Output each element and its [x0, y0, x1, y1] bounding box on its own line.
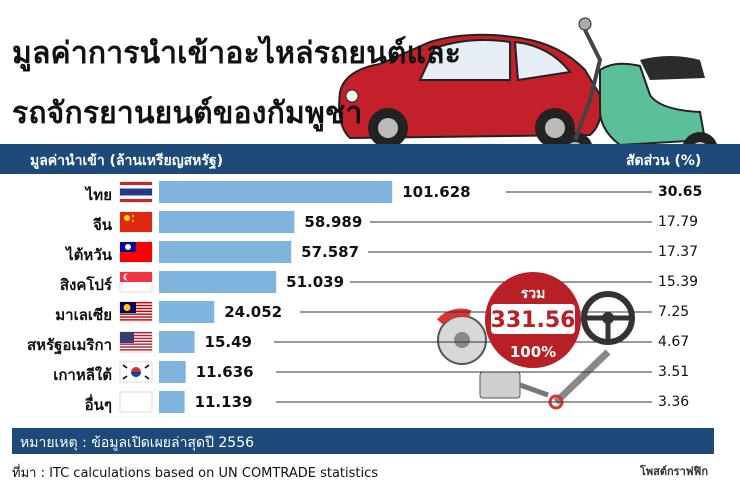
country-label-2: ไต้หวัน	[66, 246, 112, 264]
share-label-6: 3.51	[658, 364, 690, 380]
share-label-4: 7.25	[658, 304, 690, 320]
share-label-3: 15.39	[658, 274, 699, 290]
country-label-3: สิงคโปร์	[59, 276, 112, 294]
country-label-1: จีน	[92, 216, 112, 234]
share-label-2: 17.37	[658, 244, 699, 260]
header-bar: มูลค่านำเข้า (ล้านเหรียญสหรัฐ) สัดส่วน (…	[0, 144, 740, 174]
credit-text: โพสต์กราฟฟิก	[640, 465, 708, 478]
brake-disc-icon	[437, 308, 487, 365]
value-axis-label: มูลค่านำเข้า (ล้านเหรียญสหรัฐ)	[30, 153, 224, 169]
chart-title-line2: รถจักรยานยนต์ของกัมพูชา	[12, 96, 363, 131]
value-label-2: 57.587	[301, 243, 360, 261]
country-label-4: มาเลเซีย	[55, 306, 112, 324]
country-label-7: อื่นๆ	[84, 396, 112, 414]
bar-5	[159, 331, 195, 353]
bar-1	[159, 211, 295, 233]
value-label-7: 11.139	[194, 393, 253, 411]
note-text: หมายเหตุ : ข้อมูลเปิดเผยล่าสุดปี 2556	[20, 435, 255, 451]
share-axis-label: สัดส่วน (%)	[626, 153, 702, 169]
value-label-0: 101.628	[402, 183, 471, 201]
share-label-0: 30.65	[658, 184, 703, 200]
other-flag	[119, 391, 153, 413]
value-label-3: 51.039	[286, 273, 345, 291]
value-label-4: 24.052	[224, 303, 283, 321]
bar-0	[159, 181, 393, 203]
bar-3	[159, 271, 277, 293]
value-label-1: 58.989	[304, 213, 363, 231]
share-label-1: 17.79	[658, 214, 699, 230]
country-label-5: สหรัฐอเมริกา	[27, 336, 112, 354]
bar-6	[159, 361, 186, 383]
total-label: รวม	[521, 286, 546, 302]
source-text: ที่มา : ITC calculations based on UN COM…	[12, 466, 379, 481]
country-label-6: เกาหลีใต้	[53, 366, 112, 384]
total-percent: 100%	[510, 343, 556, 361]
thailand-flag	[119, 181, 153, 203]
share-label-5: 4.67	[658, 334, 690, 350]
share-label-7: 3.36	[658, 394, 690, 410]
bar-4	[159, 301, 215, 323]
bar-2	[159, 241, 292, 263]
south-korea-flag	[119, 361, 153, 383]
china-flag	[119, 211, 153, 233]
bar-7	[159, 391, 185, 413]
taiwan-flag	[119, 241, 153, 263]
usa-flag	[119, 331, 153, 353]
chart-title-line1: มูลค่าการนำเข้าอะไหล่รถยนต์และ	[12, 36, 462, 71]
country-label-0: ไทย	[85, 186, 112, 204]
total-value: 331.56	[491, 308, 576, 333]
value-label-5: 15.49	[204, 333, 252, 351]
note-bar: หมายเหตุ : ข้อมูลเปิดเผยล่าสุดปี 2556	[12, 428, 714, 454]
singapore-flag	[119, 271, 153, 293]
malaysia-flag	[119, 301, 153, 323]
value-label-6: 11.636	[195, 363, 254, 381]
